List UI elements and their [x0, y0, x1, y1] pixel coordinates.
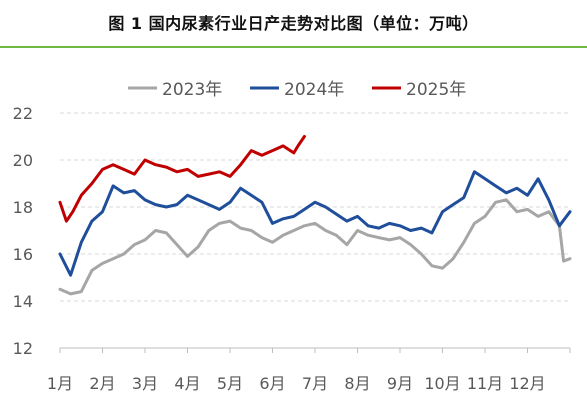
x-tick-label: 4月	[174, 374, 200, 393]
y-tick-label: 16	[13, 245, 33, 264]
series-line-2	[58, 170, 572, 277]
x-tick-label: 8月	[344, 374, 370, 393]
chart-header: 图 1 国内尿素行业日产走势对比图（单位：万吨）	[0, 0, 587, 48]
legend-label: 2024年	[284, 80, 344, 100]
legend-label: 2025年	[406, 80, 466, 100]
y-tick-label: 12	[13, 339, 33, 358]
x-tick-label: 1月	[47, 374, 73, 393]
x-tick-label: 10月	[424, 374, 460, 393]
x-tick-label: 6月	[259, 374, 285, 393]
x-tick-label: 7月	[302, 374, 328, 393]
x-tick-label: 11月	[467, 374, 503, 393]
x-tick-label: 12月	[509, 374, 545, 393]
y-tick-label: 18	[13, 198, 33, 217]
x-tick-label: 5月	[217, 374, 243, 393]
x-tick-label: 9月	[387, 374, 413, 393]
title-underline	[0, 46, 587, 48]
series-line-1	[58, 198, 572, 296]
y-tick-label: 22	[13, 104, 33, 123]
legend-label: 2023年	[162, 80, 222, 100]
y-tick-label: 20	[13, 151, 33, 170]
x-tick-label: 3月	[132, 374, 158, 393]
y-tick-label: 14	[13, 292, 33, 311]
x-tick-label: 2月	[89, 374, 115, 393]
series-line-3	[58, 135, 306, 223]
chart-title: 图 1 国内尿素行业日产走势对比图（单位：万吨）	[108, 14, 479, 33]
